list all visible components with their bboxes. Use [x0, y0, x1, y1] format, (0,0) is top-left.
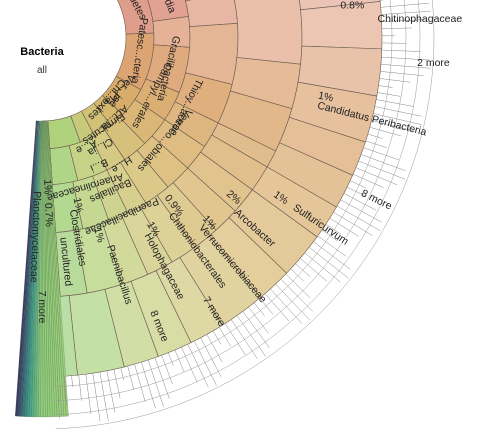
outline-stub	[378, 85, 393, 88]
outline-stub	[295, 263, 311, 277]
outline-stub	[374, 106, 422, 117]
outline-stub	[253, 302, 265, 316]
outline-stub	[161, 355, 173, 385]
outline-stub	[329, 217, 359, 237]
outline-stub	[194, 340, 217, 386]
sunburst-label: 1%	[41, 179, 54, 195]
outline-stub	[358, 160, 406, 180]
outline-stub	[369, 127, 401, 137]
outline-stub	[113, 369, 121, 399]
outline-stub	[373, 113, 422, 125]
sunburst-label: 1%	[91, 226, 107, 244]
sunburst-wedge-minor[interactable]	[15, 120, 37, 417]
outline-stub	[71, 375, 73, 388]
outline-stub	[106, 370, 116, 413]
outline-stub	[317, 235, 347, 257]
outline-stub	[85, 374, 92, 415]
sunburst-label: 1%	[71, 197, 86, 214]
outline-stub	[381, 49, 421, 52]
outline-stub	[264, 293, 290, 322]
sunburst-label: 2 more	[417, 57, 450, 69]
outline-stub	[363, 147, 399, 161]
outline-stub	[290, 268, 305, 282]
outline-stub	[259, 298, 274, 315]
outline-stub	[313, 241, 351, 270]
sunburst-wedge[interactable]	[185, 0, 238, 27]
outline-stub	[147, 359, 164, 408]
outline-stub	[304, 252, 341, 283]
outline-stub	[381, 27, 412, 29]
outline-arc	[55, 0, 435, 430]
outline-stub	[350, 180, 366, 189]
outline-stub	[270, 288, 302, 324]
outline-stub	[343, 193, 377, 211]
outline-stub	[120, 367, 124, 381]
outline-stub	[321, 229, 338, 242]
outline-stub	[248, 306, 269, 334]
outline-stub	[64, 376, 67, 405]
outline-stub	[381, 10, 431, 15]
outline-stub	[376, 99, 414, 107]
outline-stub	[367, 133, 383, 139]
sunburst-label: uncultured	[57, 237, 74, 287]
sunburst-label: 8 more	[359, 187, 394, 212]
outline-stub	[181, 347, 198, 383]
outline-stub	[365, 140, 387, 148]
outline-stub	[285, 273, 311, 298]
outline-stub	[242, 311, 270, 348]
root-sublabel: all	[37, 65, 47, 76]
outline-stub	[381, 19, 425, 22]
outline-stub	[340, 199, 382, 223]
sunburst-label: 7 more	[36, 291, 48, 324]
outline-arc	[55, 0, 421, 416]
outline-stub	[299, 258, 328, 282]
outline-stub	[352, 173, 384, 188]
outline-stub	[78, 374, 82, 401]
outline-stub	[361, 154, 406, 171]
outline-stub	[187, 344, 209, 388]
outline-stub	[380, 64, 431, 69]
sunburst-label: Planctomycetaceae	[28, 191, 43, 283]
outline-stub	[200, 337, 222, 377]
outline-stub	[346, 186, 366, 197]
outline-stub	[224, 323, 246, 356]
outline-stub	[99, 371, 109, 421]
outline-stub	[236, 315, 266, 357]
outline-stub	[57, 376, 60, 419]
outline-stub	[336, 205, 381, 232]
outline-stub	[206, 334, 223, 363]
wedge-layer	[15, 0, 383, 418]
sunburst-wedge[interactable]	[234, 0, 303, 65]
outline-stub	[309, 247, 349, 279]
sunburst-label: 0.7%	[42, 203, 55, 227]
sunburst-label: Chitinophagaceae	[378, 13, 463, 25]
outline-stub	[377, 92, 401, 97]
outline-stub	[380, 71, 424, 77]
outline-stub	[275, 283, 311, 321]
outline-stub	[212, 330, 221, 345]
root-label: Bacteria	[20, 46, 64, 58]
outline-stub	[218, 327, 231, 347]
outline-stub	[355, 167, 398, 186]
outline-stub	[168, 352, 174, 366]
outline-stub	[174, 349, 185, 372]
outline-stub	[230, 319, 258, 359]
outline-stub	[371, 120, 415, 132]
outline-stub	[325, 223, 342, 235]
sunburst-label: 1%	[317, 90, 334, 105]
sunburst-label: 0.8%	[340, 0, 364, 11]
outline-stub	[154, 357, 170, 399]
outline-stub	[134, 364, 146, 402]
outline-stub	[379, 78, 411, 83]
outline-stub	[127, 365, 135, 390]
